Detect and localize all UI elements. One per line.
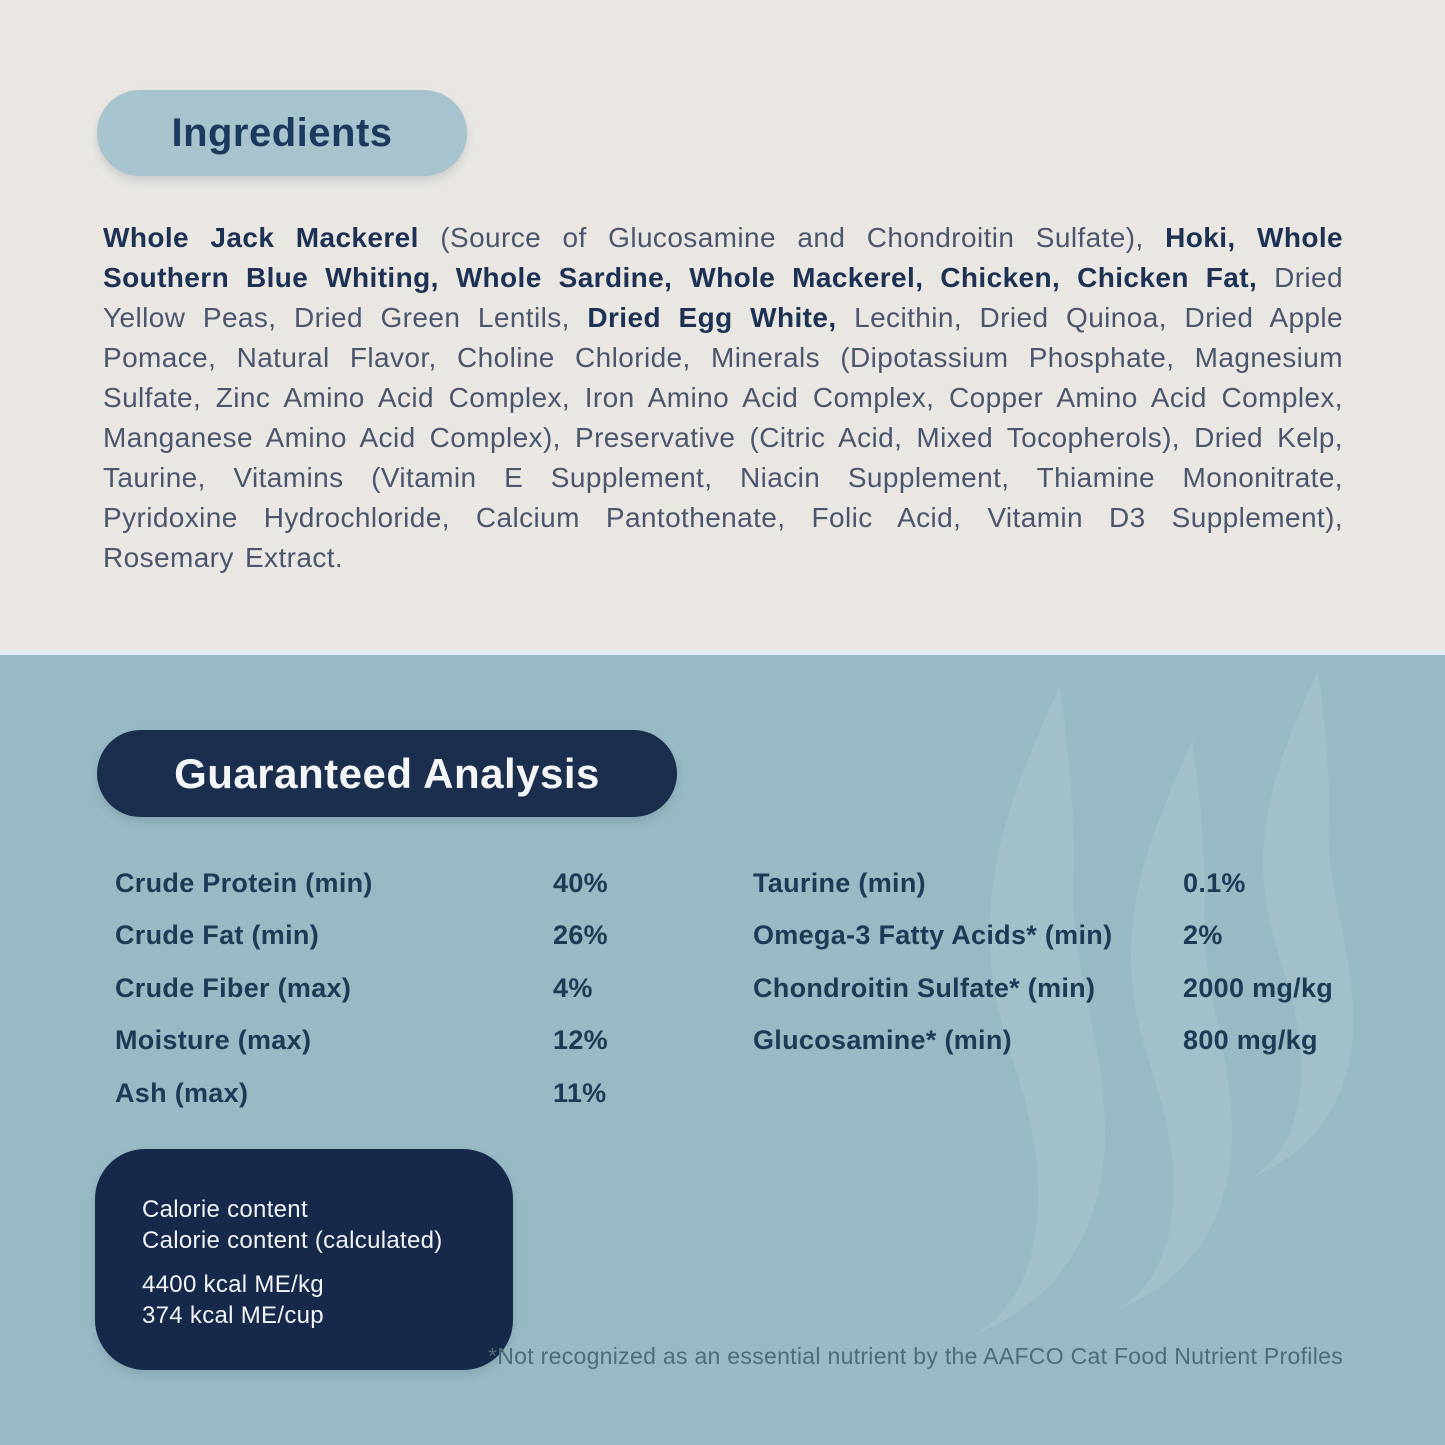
nutrient-value: 2000 mg/kg — [1183, 972, 1334, 1003]
nutrient-value: 2% — [1183, 920, 1223, 951]
section-divider — [0, 650, 1445, 655]
nutrient-label: Chondroitin Sulfate* (min) — [753, 972, 1096, 1003]
nutrient-label: Crude Fat (min) — [115, 920, 319, 951]
nutrient-label: Glucosamine* (min) — [753, 1025, 1012, 1056]
table-row: Crude Fiber (max) 4% — [115, 962, 735, 1015]
nutrient-value: 40% — [553, 867, 608, 898]
calorie-value-line: 374 kcal ME/cup — [142, 1302, 324, 1329]
ingredient-segment: Lecithin, Dried Quinoa, Dried Apple Poma… — [103, 302, 1343, 573]
nutrient-value: 4% — [553, 972, 593, 1003]
ingredients-section: Ingredients Whole Jack Mackerel (Source … — [0, 0, 1445, 650]
calorie-title-line: Calorie content — [142, 1196, 308, 1223]
ingredient-segment: Whole Jack Mackerel — [103, 222, 419, 253]
footnote: *Not recognized as an essential nutrient… — [488, 1343, 1343, 1369]
table-row: Moisture (max) 12% — [115, 1015, 735, 1068]
ingredient-segment: Hoki, Whole Southern Blue Whiting, Whole… — [103, 222, 1344, 293]
ingredients-title: Ingredients — [171, 110, 393, 155]
table-row: Omega-3 Fatty Acids* (min) 2% — [753, 910, 1393, 963]
guaranteed-analysis-section: Guaranteed Analysis Crude Protein (min) … — [0, 655, 1445, 1445]
ingredients-paragraph: Whole Jack Mackerel (Source of Glucosami… — [103, 218, 1343, 578]
ingredients-badge: Ingredients — [97, 90, 467, 176]
nutrient-value: 0.1% — [1183, 867, 1246, 898]
calorie-value-line: 4400 kcal ME/kg — [142, 1271, 324, 1298]
nutrient-label: Crude Fiber (max) — [115, 972, 352, 1003]
table-row: Glucosamine* (min) 800 mg/kg — [753, 1015, 1393, 1068]
table-row: Chondroitin Sulfate* (min) 2000 mg/kg — [753, 962, 1393, 1015]
nutrient-label: Moisture (max) — [115, 1025, 312, 1056]
ga-table-right-column: Taurine (min) 0.1% Omega-3 Fatty Acids* … — [753, 857, 1393, 1067]
nutrient-value: 12% — [553, 1025, 608, 1056]
guaranteed-analysis-badge: Guaranteed Analysis — [97, 730, 677, 817]
nutrient-value: 800 mg/kg — [1183, 1025, 1318, 1056]
nutrient-label: Omega-3 Fatty Acids* (min) — [753, 920, 1113, 951]
nutrient-label: Crude Protein (min) — [115, 867, 373, 898]
ga-table-left-column: Crude Protein (min) 40% Crude Fat (min) … — [115, 857, 735, 1120]
calorie-title-line: Calorie content (calculated) — [142, 1227, 443, 1254]
nutrient-value: 26% — [553, 920, 608, 951]
table-row: Crude Fat (min) 26% — [115, 910, 735, 963]
calorie-values: 4400 kcal ME/kg 374 kcal ME/cup — [142, 1269, 489, 1331]
nutrient-value: 11% — [553, 1077, 607, 1108]
nutrient-label: Taurine (min) — [753, 867, 926, 898]
guaranteed-analysis-title: Guaranteed Analysis — [174, 749, 600, 797]
ingredient-segment: (Source of Glucosamine and Chondroitin S… — [418, 222, 1166, 253]
table-row: Taurine (min) 0.1% — [753, 857, 1393, 910]
ingredient-segment: Dried Yellow Peas, Dried Green Lentils, — [103, 262, 1343, 333]
table-row: Ash (max) 11% — [115, 1067, 735, 1120]
table-row: Crude Protein (min) 40% — [115, 857, 735, 910]
ingredient-segment: Dried Egg White, — [587, 302, 837, 333]
nutrient-label: Ash (max) — [115, 1077, 249, 1108]
calorie-content-box: Calorie content Calorie content (calcula… — [95, 1149, 513, 1370]
